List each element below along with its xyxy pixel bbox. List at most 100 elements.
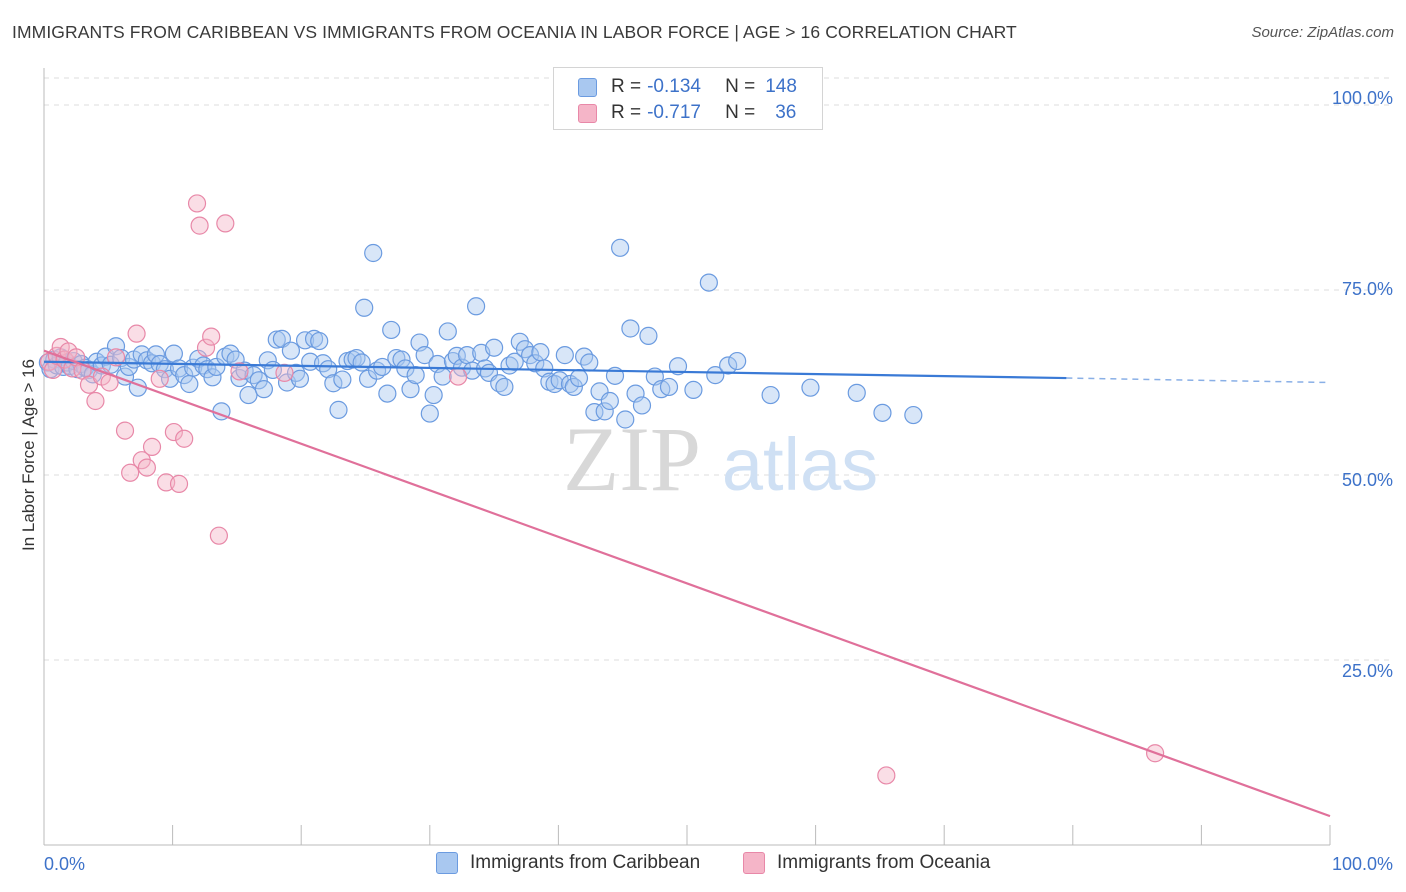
data-point [495, 377, 514, 397]
data-point [164, 422, 183, 442]
data-point [424, 385, 443, 405]
data-point [719, 356, 738, 375]
data-point [254, 380, 274, 399]
data-point [569, 368, 589, 388]
data-point [873, 403, 892, 422]
axis-labels: 25.0% 50.0% 75.0% 100.0% 0.0% 100.0% In Labor … [19, 88, 1393, 874]
data-point [877, 766, 896, 785]
data-point [406, 366, 425, 385]
data-point [415, 346, 434, 365]
y-tick-label: 25.0% [1342, 661, 1393, 681]
data-point [155, 360, 174, 379]
data-point [313, 354, 333, 373]
legend-row-oceania: R = -0.717 N = 36 [578, 101, 796, 125]
data-point [485, 338, 504, 357]
data-point [209, 526, 228, 545]
data-point [699, 273, 718, 292]
data-point [249, 371, 268, 390]
data-point [684, 380, 703, 399]
data-point [531, 343, 550, 362]
data-point [659, 377, 679, 397]
data-point [535, 359, 554, 378]
data-point [847, 383, 866, 402]
data-point [564, 377, 583, 397]
data-point [244, 366, 263, 385]
data-point [611, 238, 630, 257]
data-point [801, 378, 820, 397]
x-tick-label: 0.0% [44, 854, 85, 874]
legend-r-value: -0.134 [647, 76, 701, 97]
data-point [632, 396, 652, 415]
data-point [169, 474, 189, 493]
legend-swatch-oceania [578, 103, 597, 123]
data-point [235, 361, 254, 380]
data-point [447, 346, 466, 365]
series-caribbean-points [38, 238, 923, 429]
data-point [175, 429, 194, 448]
data-point [420, 404, 439, 423]
legend-swatch-caribbean [578, 77, 597, 97]
bottom-swatch-oceania [743, 852, 765, 874]
stats-legend: R = -0.134 N = 148 R = -0.717 N = 36 [553, 67, 823, 130]
data-point [639, 326, 658, 345]
source-label: Source: ZipAtlas.com [1251, 24, 1394, 41]
data-point [438, 322, 457, 341]
bottom-legend-caribbean: Immigrants from Caribbean [436, 852, 700, 874]
data-point [364, 243, 383, 263]
data-point [575, 347, 594, 366]
legend-r-value: -0.717 [647, 102, 701, 123]
data-point [706, 366, 725, 385]
data-point [401, 380, 420, 399]
bottom-legend-label: Immigrants from Oceania [777, 852, 991, 873]
data-point [150, 369, 169, 388]
legend-r-label: R = [611, 102, 642, 123]
data-point [203, 368, 222, 387]
data-point [329, 400, 348, 419]
y-tick-label: 100.0% [1332, 88, 1393, 108]
data-point [378, 384, 397, 403]
data-point [180, 374, 199, 394]
data-point [190, 216, 209, 235]
axes [43, 68, 1331, 846]
trend-lines [43, 349, 1331, 818]
data-point [275, 363, 294, 382]
data-point [115, 421, 135, 440]
data-point [106, 348, 126, 367]
legend-n-label: N = [725, 102, 756, 123]
x-tick-label: 100.0% [1332, 854, 1393, 874]
watermark-atlas: atlas [722, 423, 878, 506]
data-point [448, 367, 468, 386]
legend-n-value: 36 [775, 102, 797, 123]
watermark: ZIP atlas [563, 408, 878, 510]
data-point [466, 297, 486, 316]
data-point [626, 384, 645, 403]
trend-line-caribbean [43, 360, 1067, 380]
data-point [580, 353, 599, 372]
data-point [142, 437, 162, 456]
data-point [555, 346, 574, 365]
data-point [127, 324, 146, 343]
data-point [121, 463, 140, 482]
legend-n-value: 148 [765, 76, 797, 97]
data-point [230, 362, 249, 381]
data-point [600, 391, 619, 411]
data-point [616, 410, 635, 429]
data-point [137, 458, 156, 477]
data-point [621, 319, 640, 338]
trend-line-caribbean-extension [1066, 377, 1331, 384]
y-tick-label: 75.0% [1342, 279, 1393, 299]
data-point [585, 403, 604, 422]
data-point [761, 385, 780, 405]
data-point [216, 214, 235, 233]
data-point [86, 391, 105, 411]
legend-r-label: R = [611, 76, 642, 97]
data-point [202, 327, 221, 346]
data-point [668, 357, 688, 376]
bottom-legend-oceania: Immigrants from Oceania [743, 852, 990, 874]
chart-title: IMMIGRANTS FROM CARIBBEAN VS IMMIGRANTS … [12, 22, 1017, 42]
data-point [196, 338, 216, 357]
y-tick-label: 50.0% [1342, 470, 1393, 490]
data-point [595, 402, 614, 421]
y-axis-label: In Labor Force | Age > 16 [19, 359, 38, 551]
